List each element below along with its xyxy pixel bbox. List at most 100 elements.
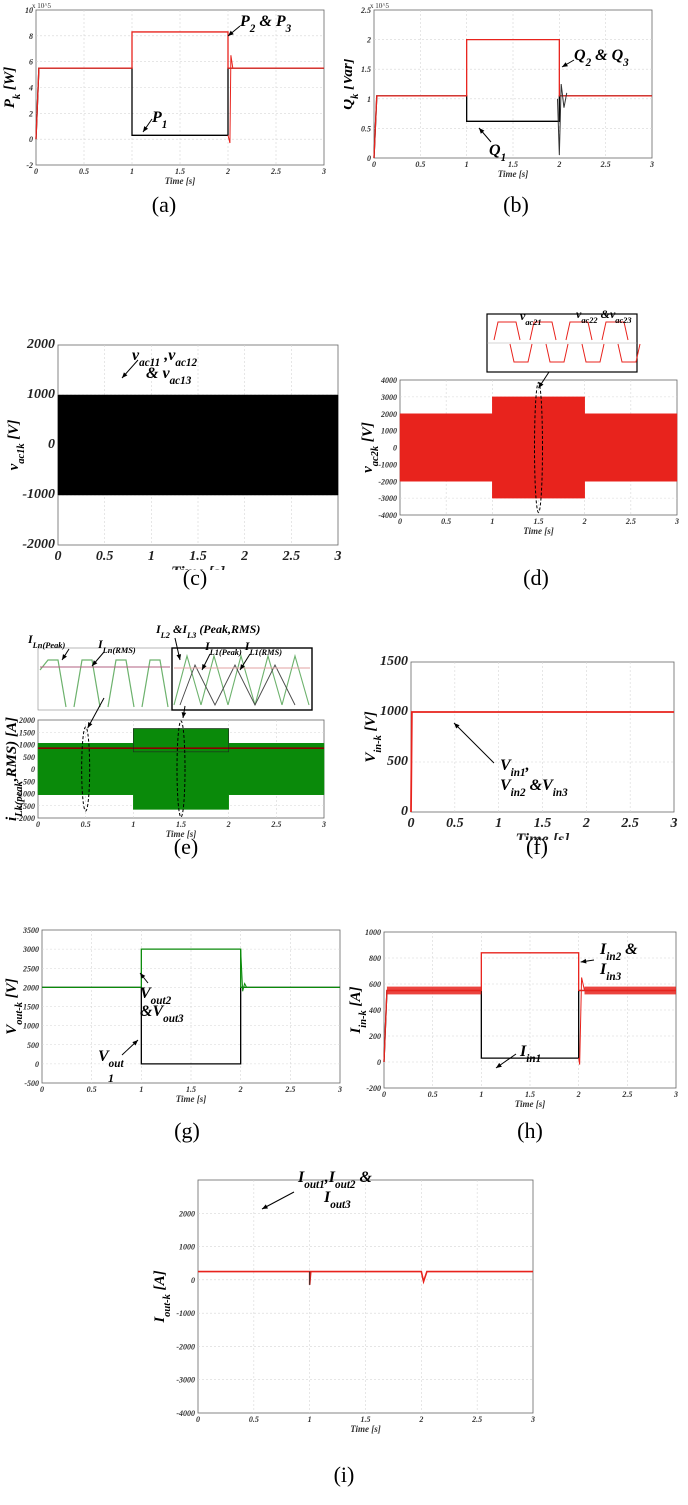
arrow-p2p3-head	[228, 30, 234, 36]
y-tick-label: -1000	[22, 487, 55, 502]
inset-waveform-upper	[493, 321, 629, 341]
x-axis-label: Time [s]	[515, 831, 569, 840]
y-tick-label: 0	[367, 154, 371, 163]
arrow-iout	[261, 1191, 295, 1210]
y-tick-label: 4000	[380, 376, 397, 385]
x-tick-label: 1	[148, 549, 155, 564]
x-tick-label: 3	[321, 820, 326, 829]
y-tick-label: -1000	[176, 1309, 195, 1318]
x-tick-label: 0	[196, 1415, 200, 1424]
x-axis-label: Time [s]	[498, 169, 528, 179]
x-tick-label: 2.5	[620, 816, 639, 831]
noise-band-1	[386, 986, 482, 995]
x-tick-label: 1.5	[534, 517, 544, 526]
x-tick-label: 3	[649, 160, 654, 169]
zoom-inset-right	[171, 647, 313, 711]
x-tick-label: 1	[139, 1085, 143, 1094]
y-tick-label: -2	[26, 161, 33, 170]
chart-c: 0 0.5 1 1.5 2 2.5 3 2000 1000 0 -1000 -2000 Time [s]…	[6, 337, 342, 570]
x-tick-label: 0	[55, 549, 62, 564]
y-tick-label: 0	[401, 804, 408, 819]
x-tick-label: 2.5	[471, 1415, 482, 1424]
arrow-iln-peak-head	[62, 654, 67, 660]
chart-e: 0 0.5 1 1.5 2 2.5 3 2000 1500 1000 500 0 -500 -1000 -1…	[4, 622, 326, 839]
annotation-il1: IL1(Peak)​ IL1(RMS)​	[204, 639, 282, 657]
caption-i: (i)	[333, 1462, 355, 1487]
x-tick-label: 2.5	[270, 820, 281, 829]
y-tick-label: 1500	[23, 1003, 39, 1012]
arrow-zoom-1-head	[87, 722, 93, 728]
caption-a: (a)	[151, 192, 177, 217]
caption-f: (f)	[526, 834, 548, 859]
annotation-vin-line1: Vin1​,	[500, 757, 530, 779]
x-tick-label: 1	[479, 1090, 483, 1099]
y-tick-label: -2000	[22, 537, 55, 552]
caption-h: (h)	[517, 1118, 543, 1143]
y-tick-label: 0	[29, 135, 33, 144]
y-tick-label: 2000	[18, 716, 35, 725]
x-axis-label: Time [s]	[515, 1099, 545, 1109]
x-axis-label: Time [s]	[523, 526, 553, 536]
arrow-vout23-head	[140, 973, 146, 979]
x-tick-label: 1	[308, 1415, 312, 1424]
y-tick-label: 2000	[380, 410, 397, 419]
annotation-iin1: Iin1​	[519, 1043, 541, 1065]
chart-d: 0 0.5 1 1.5 2 2.5 3 4000 3000 2000 1000 0 -1000 -2000…	[360, 307, 679, 536]
caption-e: (e)	[173, 834, 199, 859]
x-axis-label: Time [s]	[350, 1424, 380, 1434]
y-tick-label: 400	[368, 1006, 381, 1015]
x-tick-label: 1	[131, 820, 135, 829]
y-tick-label: -2000	[378, 477, 397, 486]
y-axis-label-group: Iout-k​ [A]	[152, 1270, 173, 1323]
x-tick-label: 0	[40, 1085, 44, 1094]
arrow-vin	[453, 722, 495, 764]
y-axis-label-group: Iin-k​ [A]	[348, 986, 369, 1034]
x-tick-label: 2.5	[621, 1090, 632, 1099]
y-tick-label: 2	[28, 109, 33, 118]
x-tick-label: 2.5	[270, 167, 281, 176]
y-tick-label: 1000	[381, 427, 397, 436]
y-tick-label: 3500	[22, 926, 39, 935]
y-tick-label: 200	[368, 1032, 381, 1041]
noise-band-2	[584, 986, 676, 995]
y-tick-label: 0	[377, 1058, 381, 1067]
x-tick-label: 0.5	[249, 1415, 259, 1424]
arrow-iin23-head	[580, 958, 587, 964]
caption-c: (c)	[182, 565, 208, 590]
x-tick-label: 1.5	[508, 160, 518, 169]
x-tick-label: 0.5	[79, 167, 89, 176]
y-tick-label: 1.5	[361, 65, 371, 74]
y-tick-label: 2500	[22, 964, 39, 973]
y-axis-label-group: vac2k​ [V]	[360, 422, 381, 473]
x-tick-label: 2	[226, 820, 231, 829]
x-tick-label: 1.5	[186, 1085, 196, 1094]
annotation-vac22-23: vac22​ &vac23​	[576, 307, 632, 325]
y-tick-label: 1500	[380, 654, 408, 669]
x-tick-label: 0.5	[87, 1085, 97, 1094]
y-tick-label: 0.5	[361, 124, 371, 133]
y-axis-label: vac2k​ [V]	[360, 422, 381, 473]
x-tick-label: 2	[556, 160, 561, 169]
arrow-il1-peak-head	[202, 664, 207, 670]
y-tick-label: 1500	[19, 728, 35, 737]
x-tick-label: 0.5	[96, 549, 114, 564]
y-tick-label: 6	[29, 58, 33, 67]
arrow-il23-head	[176, 654, 182, 660]
y-tick-label: -3000	[378, 494, 397, 503]
x-tick-label: 3	[674, 517, 679, 526]
y-tick-label: 2000	[178, 1209, 195, 1218]
y-tick-label: 1000	[19, 741, 35, 750]
arrow-il1-rms-head	[240, 664, 245, 670]
annotation-iin2: Iin2​ &	[599, 941, 638, 963]
x-tick-label: 2	[240, 549, 248, 564]
y-tick-label: 500	[23, 753, 35, 762]
y-tick-label: 2000	[22, 983, 39, 992]
y-tick-label: 0	[393, 444, 397, 453]
annotation-vac21: vac21​	[520, 309, 542, 327]
y-tick-label: 1000	[27, 387, 55, 402]
series-line-1	[383, 952, 676, 1063]
y-tick-label: -4000	[378, 511, 397, 520]
arrow-zoom-2-head	[181, 712, 187, 718]
y-tick-label: 3000	[380, 393, 397, 402]
y-tick-label: 500	[27, 1041, 39, 1050]
